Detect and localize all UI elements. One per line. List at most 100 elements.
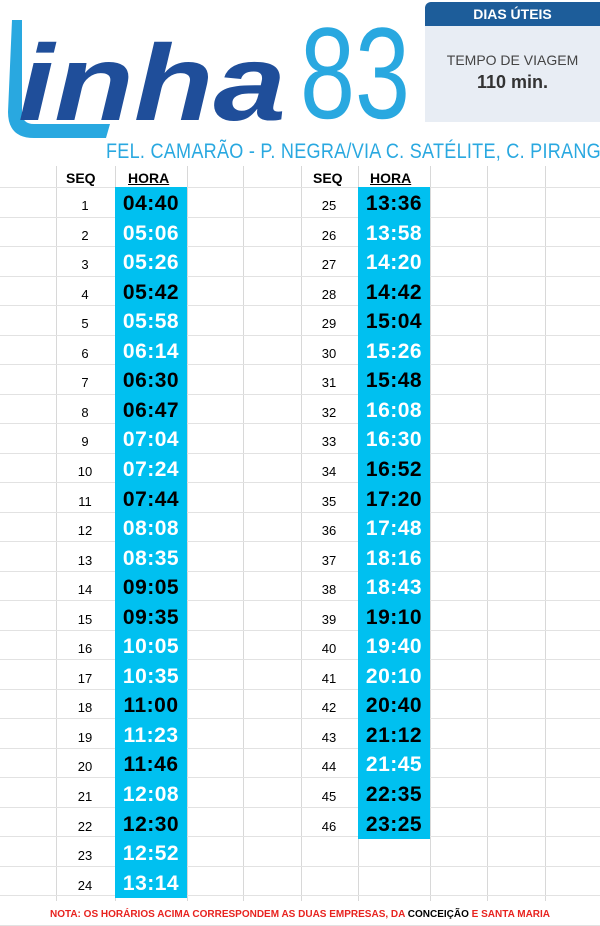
departure-time: 22:35: [365, 783, 423, 806]
seq-number: 33: [321, 434, 337, 450]
note-company-2: SANTA MARIA: [481, 909, 551, 920]
seq-number: 21: [77, 789, 93, 804]
grid-hline: [0, 452, 600, 454]
grid-hline: [0, 865, 600, 867]
departure-time: 21:12: [365, 723, 423, 747]
grid-hline: [0, 600, 600, 601]
seq-number: 42: [321, 700, 337, 716]
departure-time: 05:06: [122, 221, 180, 245]
grid-hline: [0, 747, 600, 749]
seq-number: 14: [77, 582, 93, 598]
grid-vline: [56, 166, 57, 901]
grid-vline: [545, 166, 546, 901]
grid-hline: [0, 275, 600, 277]
logo-number: 83: [300, 0, 410, 140]
seq-number: 5: [81, 316, 89, 332]
grid-vline: [187, 166, 188, 901]
departure-time: 16:08: [365, 398, 423, 422]
departure-time: 15:48: [365, 369, 423, 393]
departure-time: 05:42: [122, 280, 180, 304]
departure-time: 11:46: [123, 753, 179, 777]
departure-time: 16:30: [365, 428, 423, 452]
seq-number: 34: [321, 463, 337, 479]
seq-number: 20: [77, 759, 93, 775]
grid-hline: [0, 334, 600, 336]
hora-column-right: [358, 187, 430, 839]
seq-number: 18: [77, 700, 93, 716]
departure-time: 05:26: [122, 251, 180, 275]
seq-number: 35: [321, 493, 337, 509]
footnote: NOTA: OS HORÁRIOS ACIMA CORRESPONDEM AS …: [0, 909, 600, 920]
seq-number: 15: [77, 611, 93, 627]
seq-number: 19: [77, 729, 93, 745]
departure-time: 12:52: [122, 842, 180, 866]
departure-time: 19:40: [365, 635, 423, 659]
departure-time: 12:08: [122, 783, 180, 806]
days-badge: DIAS ÚTEIS: [425, 2, 600, 26]
departure-time: 06:47: [122, 398, 180, 422]
departure-time: 08:35: [122, 546, 180, 570]
grid-hline: [0, 482, 600, 483]
departure-time: 13:36: [365, 192, 423, 215]
travel-time-value: 110 min.: [476, 72, 549, 92]
departure-time: 12:30: [122, 812, 180, 836]
departure-time: 09:05: [122, 576, 180, 600]
departure-time: 09:35: [122, 605, 180, 629]
seq-number: 46: [321, 818, 337, 834]
departure-time: 15:26: [365, 339, 423, 363]
departure-time: 17:20: [365, 487, 423, 511]
seq-number: 4: [81, 286, 89, 302]
grid-hline: [0, 895, 600, 896]
grid-vline: [430, 166, 431, 901]
seq-number: 2: [81, 227, 89, 243]
logo: inha 83: [8, 0, 410, 140]
departure-time: 11:23: [123, 723, 179, 747]
departure-time: 07:24: [122, 457, 180, 481]
departure-time: 19:10: [365, 605, 423, 629]
seq-number: 8: [81, 404, 89, 420]
note-connector: E: [468, 909, 482, 920]
seq-number: 12: [77, 523, 93, 539]
departure-time: 21:45: [365, 753, 423, 777]
seq-number: 25: [321, 198, 337, 213]
departure-time: 08:08: [122, 517, 180, 541]
seq-number: 36: [321, 523, 337, 539]
departure-time: 07:04: [122, 428, 180, 452]
departure-time: 18:16: [365, 546, 423, 570]
seq-number: 23: [77, 848, 93, 864]
hora-header-right: HORA: [370, 170, 412, 186]
seq-number: 16: [77, 641, 93, 657]
departure-time: 07:44: [122, 487, 180, 511]
route-title: FEL. CAMARÃO - P. NEGRA/VIA C. SATÉLITE,…: [106, 140, 600, 163]
seq-number: 29: [321, 316, 337, 332]
seq-number: 30: [321, 345, 337, 361]
seq-number: 24: [77, 877, 93, 893]
seq-number: 9: [81, 434, 89, 450]
departure-time: 10:35: [122, 664, 180, 688]
grid-hline: [0, 305, 600, 306]
seq-number: 10: [77, 463, 93, 479]
seq-number: 45: [321, 789, 337, 804]
grid-hline: [0, 246, 600, 247]
grid-hline: [0, 187, 600, 188]
departure-time: 06:14: [122, 339, 180, 363]
seq-number: 39: [321, 611, 337, 627]
grid-hline: [0, 629, 600, 631]
departure-time: 10:05: [122, 635, 180, 659]
departure-time: 13:58: [365, 221, 423, 245]
seq-number: 17: [77, 670, 93, 686]
seq-number: 32: [321, 404, 337, 420]
travel-time-box: TEMPO DE VIAGEM 110 min.: [425, 26, 600, 122]
grid-hline: [0, 423, 600, 424]
departure-time: 15:04: [365, 310, 423, 334]
grid-hline: [0, 718, 600, 719]
seq-number: 22: [77, 818, 93, 834]
note-company-1: CONCEIÇÃO: [407, 909, 469, 920]
seq-number: 13: [77, 552, 93, 568]
departure-time: 23:25: [365, 812, 423, 836]
grid-vline: [243, 166, 244, 901]
grid-hline: [0, 806, 600, 808]
seq-number: 26: [321, 227, 337, 243]
seq-header-right: SEQ: [313, 170, 343, 186]
departure-time: 18:43: [365, 576, 423, 600]
